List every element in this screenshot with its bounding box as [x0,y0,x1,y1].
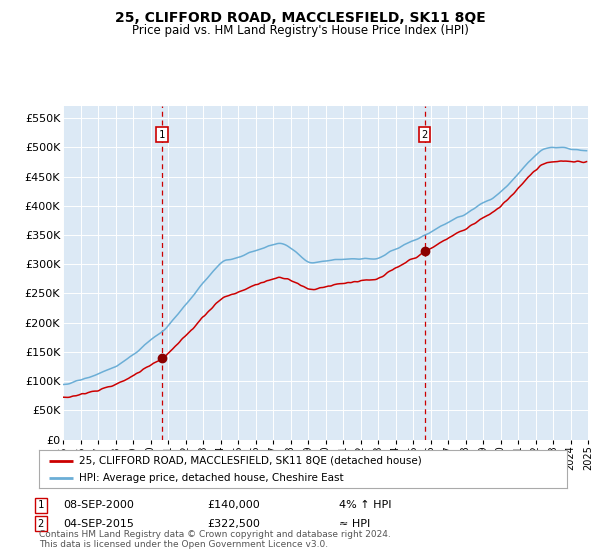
Text: £140,000: £140,000 [207,500,260,510]
Text: 08-SEP-2000: 08-SEP-2000 [63,500,134,510]
Text: 25, CLIFFORD ROAD, MACCLESFIELD, SK11 8QE: 25, CLIFFORD ROAD, MACCLESFIELD, SK11 8Q… [115,11,485,25]
Text: Contains HM Land Registry data © Crown copyright and database right 2024.: Contains HM Land Registry data © Crown c… [39,530,391,539]
Text: 2: 2 [38,519,44,529]
Text: Price paid vs. HM Land Registry's House Price Index (HPI): Price paid vs. HM Land Registry's House … [131,24,469,37]
Text: 2: 2 [422,130,428,140]
Text: 25, CLIFFORD ROAD, MACCLESFIELD, SK11 8QE (detached house): 25, CLIFFORD ROAD, MACCLESFIELD, SK11 8Q… [79,455,421,465]
Text: HPI: Average price, detached house, Cheshire East: HPI: Average price, detached house, Ches… [79,473,343,483]
Text: ≈ HPI: ≈ HPI [339,519,370,529]
Text: This data is licensed under the Open Government Licence v3.0.: This data is licensed under the Open Gov… [39,540,328,549]
Text: 4% ↑ HPI: 4% ↑ HPI [339,500,391,510]
Text: £322,500: £322,500 [207,519,260,529]
Text: 1: 1 [38,500,44,510]
Text: 1: 1 [159,130,165,140]
Text: 04-SEP-2015: 04-SEP-2015 [63,519,134,529]
